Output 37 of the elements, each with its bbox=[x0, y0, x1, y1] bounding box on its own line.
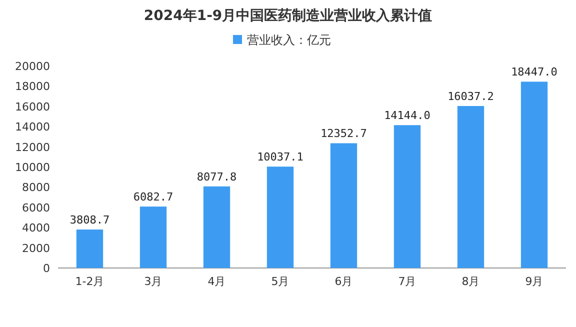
bar bbox=[330, 143, 358, 268]
bar bbox=[266, 166, 294, 268]
legend-label: 营业收入：亿元 bbox=[247, 33, 331, 47]
x-tick-label: 6月 bbox=[334, 275, 353, 288]
y-tick-label: 0 bbox=[43, 262, 50, 275]
y-tick-label: 18000 bbox=[15, 80, 50, 94]
x-tick-label: 5月 bbox=[271, 275, 290, 288]
bar bbox=[520, 82, 548, 268]
data-label: 16037.2 bbox=[448, 90, 494, 104]
y-tick-label: 14000 bbox=[15, 120, 50, 134]
bar bbox=[140, 206, 167, 268]
data-label: 8077.8 bbox=[196, 170, 237, 184]
y-tick-label: 10000 bbox=[15, 161, 50, 174]
y-tick-label: 16000 bbox=[15, 100, 50, 114]
y-tick-label: 8000 bbox=[22, 181, 50, 194]
y-tick-label: 12000 bbox=[15, 140, 50, 154]
data-label: 10037.1 bbox=[257, 150, 304, 164]
data-label: 6082.7 bbox=[133, 190, 174, 204]
chart-title: 2024年1-9月中国医药制造业营业收入累计值 bbox=[144, 8, 432, 24]
data-label: 3808.7 bbox=[70, 214, 110, 227]
bar bbox=[394, 125, 421, 268]
bar bbox=[76, 230, 104, 268]
x-tick-label: 8月 bbox=[462, 275, 480, 288]
bar bbox=[203, 186, 230, 268]
data-label: 12352.7 bbox=[320, 127, 367, 140]
data-label: 14144.0 bbox=[384, 109, 430, 122]
bar bbox=[457, 106, 484, 268]
x-tick-label: 1-2月 bbox=[75, 275, 104, 288]
y-tick-label: 6000 bbox=[22, 201, 50, 214]
x-tick-label: 4月 bbox=[208, 275, 226, 288]
x-tick-label: 9月 bbox=[525, 275, 544, 288]
y-tick-label: 20000 bbox=[15, 60, 50, 73]
x-tick-label: 3月 bbox=[144, 275, 162, 288]
y-tick-label: 2000 bbox=[22, 242, 50, 255]
x-tick-label: 7月 bbox=[398, 275, 416, 288]
data-label: 18447.0 bbox=[511, 66, 558, 79]
y-tick-label: 4000 bbox=[22, 222, 50, 235]
